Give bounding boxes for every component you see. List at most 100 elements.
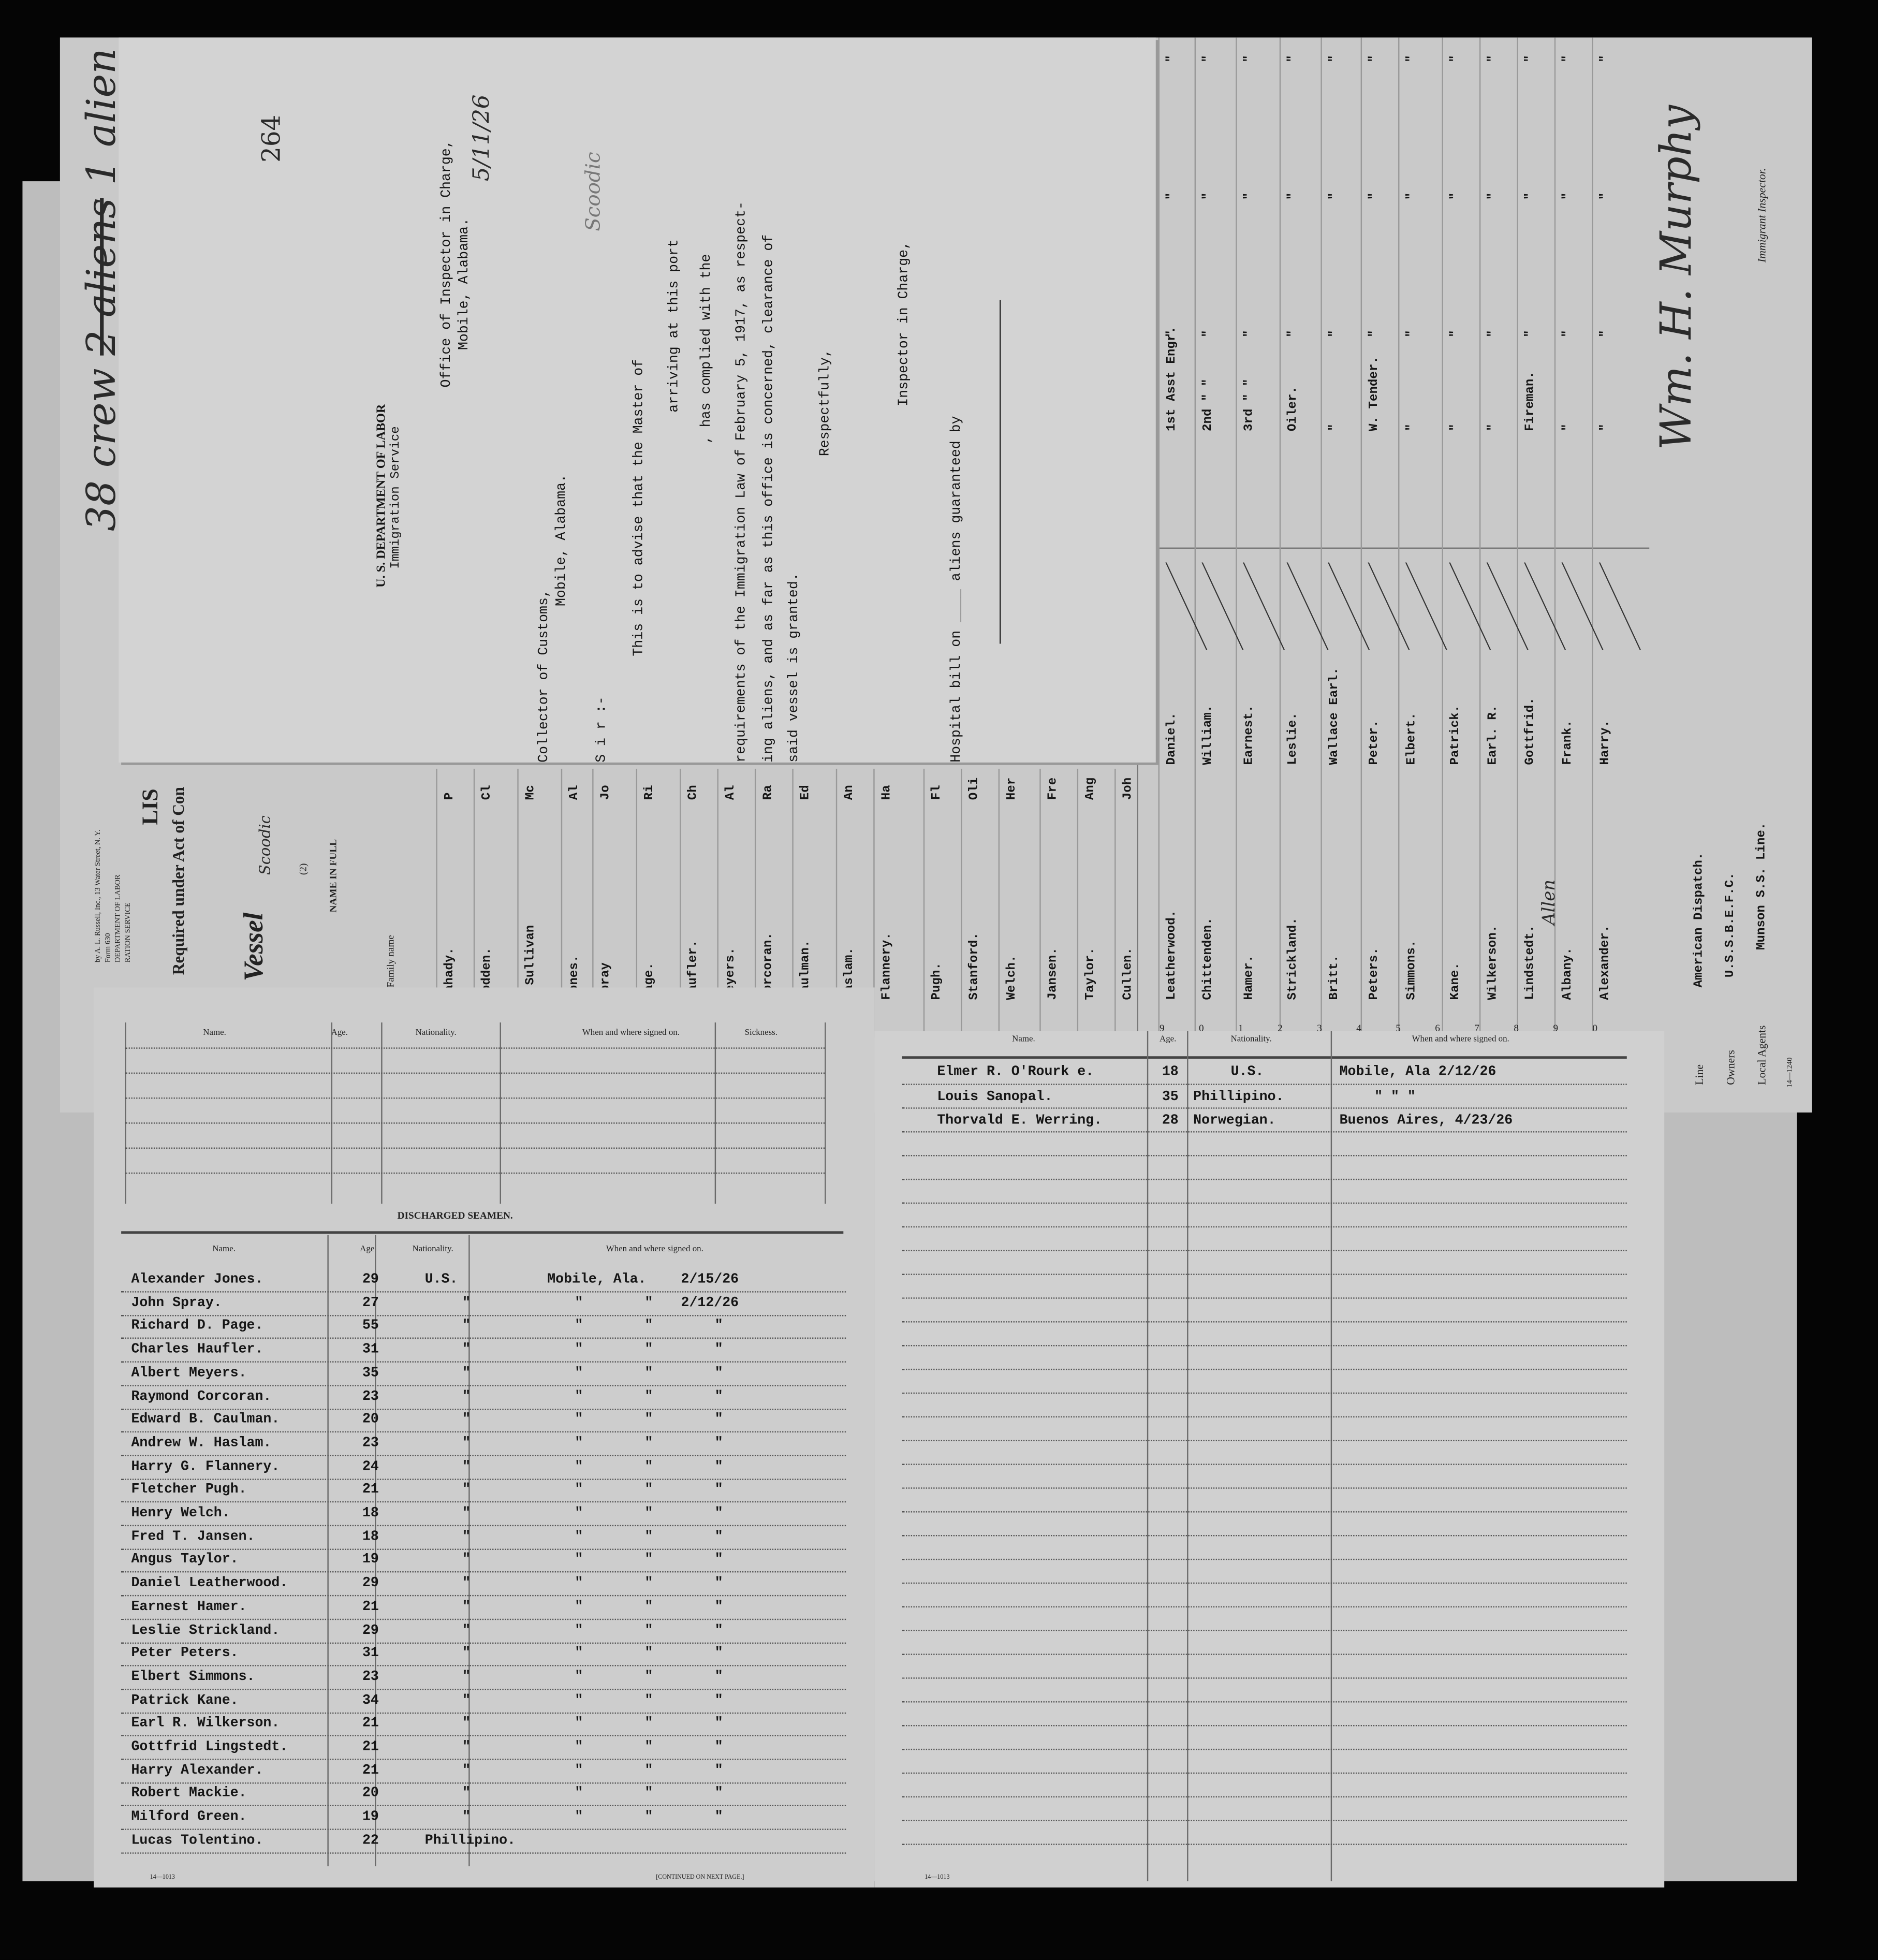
signed-on-date: " [714,1506,723,1522]
crew-family-name: Welch. [1006,955,1020,1000]
ditto-mark: " [1487,55,1501,63]
row-rule [902,1796,1627,1798]
seaman-age: 21 [362,1716,379,1732]
seaman-nationality: " [462,1483,471,1498]
act-label: Required under Act of Con [168,786,188,975]
crew-family-name: Alexander. [1599,925,1613,1000]
ditto-mark: " [1524,192,1538,200]
seaman-name: Earl R. Wilkerson. [131,1716,280,1732]
seaman-nationality: " [462,1763,471,1779]
row-rule [902,1274,1627,1275]
crew-family-name: Chittenden. [1202,917,1216,1000]
letter-hospital: Hospital bill on ____ aliens guaranteed … [949,416,965,763]
signed-on-date: " [714,1319,723,1335]
signed-on-place: " [575,1553,583,1568]
signed-on-place: " [575,1739,583,1755]
ditto-mark: " [1368,192,1382,200]
seaman-name: Robert Mackie. [131,1787,247,1802]
service-label: RATION SERVICE [125,902,133,963]
crew-family-name: Kane. [1449,962,1463,1000]
row-rule [125,1097,825,1099]
signed-on-place: " [575,1506,583,1522]
seaman-nationality: " [462,1576,471,1591]
ditto-mark: " [1368,55,1382,63]
signed-on-place: " [575,1459,583,1475]
signed-on-date: " [714,1436,723,1451]
signed-on-place-2: " [644,1553,653,1568]
seaman-nationality: " [462,1436,471,1451]
row-number: 3 [1317,1022,1322,1034]
crew-given-name: Oli [968,777,982,800]
row-rule [121,1361,846,1363]
seaman-name: Louis Sanopal. [937,1089,1053,1105]
seaman-name: Lucas Tolentino. [131,1833,263,1849]
crew-rating: 2nd " " [1202,378,1216,432]
row-rule [436,768,437,1038]
ditto-mark: " [1562,330,1576,338]
seaman-age: 24 [362,1459,379,1475]
crew-family-name: Lindstedt. [1524,925,1538,1000]
signed-on-place-2: " [644,1366,653,1381]
seaman-nationality: " [462,1506,471,1522]
seaman-age: 18 [362,1506,379,1522]
seaman-age: 23 [362,1436,379,1451]
ditto-mark: " [1166,330,1180,338]
sickness-header: Age. [331,1027,348,1038]
table-top-rule [121,1231,844,1234]
row-rule [1398,37,1400,1113]
ditto-mark: " [1405,55,1420,63]
vessel-name: Scoodic [256,815,274,875]
signed-on-place: " [575,1366,583,1381]
seaman-nationality: " [462,1600,471,1615]
letter-salutation: S i r :- [594,696,610,763]
seaman-nationality: Phillipino. [424,1833,516,1849]
signed-on-place: " [575,1529,583,1545]
signed-on-place: " [575,1296,583,1311]
seaman-age: 23 [362,1670,379,1685]
seaman-age: 21 [362,1483,379,1498]
crew-given-name: Al [725,785,739,800]
seaman-nationality: " [462,1529,471,1545]
crew-given-name: Jo [599,785,614,800]
ditto-mark: " [1487,330,1501,338]
ditto-mark: " [1487,192,1501,200]
row-rule [902,1392,1627,1394]
seaman-nationality: " [462,1623,471,1639]
seaman-age: 20 [362,1787,379,1802]
row-rule [902,1487,1627,1489]
clearance-letter [119,37,1156,763]
signed-on-place: " [575,1576,583,1591]
signed-on-date: " [714,1366,723,1381]
row-rule [125,1147,825,1149]
crew-given-name: Harry. [1599,720,1613,765]
seaman-age: 29 [362,1272,379,1288]
seaman-nationality: " [462,1787,471,1802]
row-rule [121,1712,846,1714]
row-rule [902,1582,1627,1584]
ditto-mark: " [1243,192,1257,200]
row-rule [902,1725,1627,1727]
row-rule [121,1618,846,1620]
ditto-mark: " [1524,330,1538,338]
seaman-age: 29 [362,1576,379,1591]
signed-on-place-2: " [644,1600,653,1615]
crew-given-name: Wallace Earl. [1328,667,1342,765]
row-rule [121,1291,846,1293]
ditto-mark: " [1328,55,1342,63]
sickness-header: Name. [203,1027,226,1038]
seaman-name: Fletcher Pugh. [131,1483,247,1498]
seaman-nationality: Norwegian. [1193,1114,1276,1129]
row-rule [121,1548,846,1550]
owners-value: U.S.S.B.E.F.C. [1724,872,1738,978]
ditto-mark: " [1449,55,1463,63]
row-rule [902,1654,1627,1655]
row-rule [902,1844,1627,1845]
seaman-name: Andrew W. Haslam. [131,1436,272,1451]
column-rule [1187,1031,1189,1881]
crew-given-name: Ed [799,785,814,800]
signed-on: " " " [1374,1089,1416,1105]
signed-on-date: " [714,1763,723,1779]
seaman-age: 19 [362,1810,379,1825]
ditto-mark: " [1449,330,1463,338]
letter-office: Office of Inspector in Charge, [439,140,455,388]
